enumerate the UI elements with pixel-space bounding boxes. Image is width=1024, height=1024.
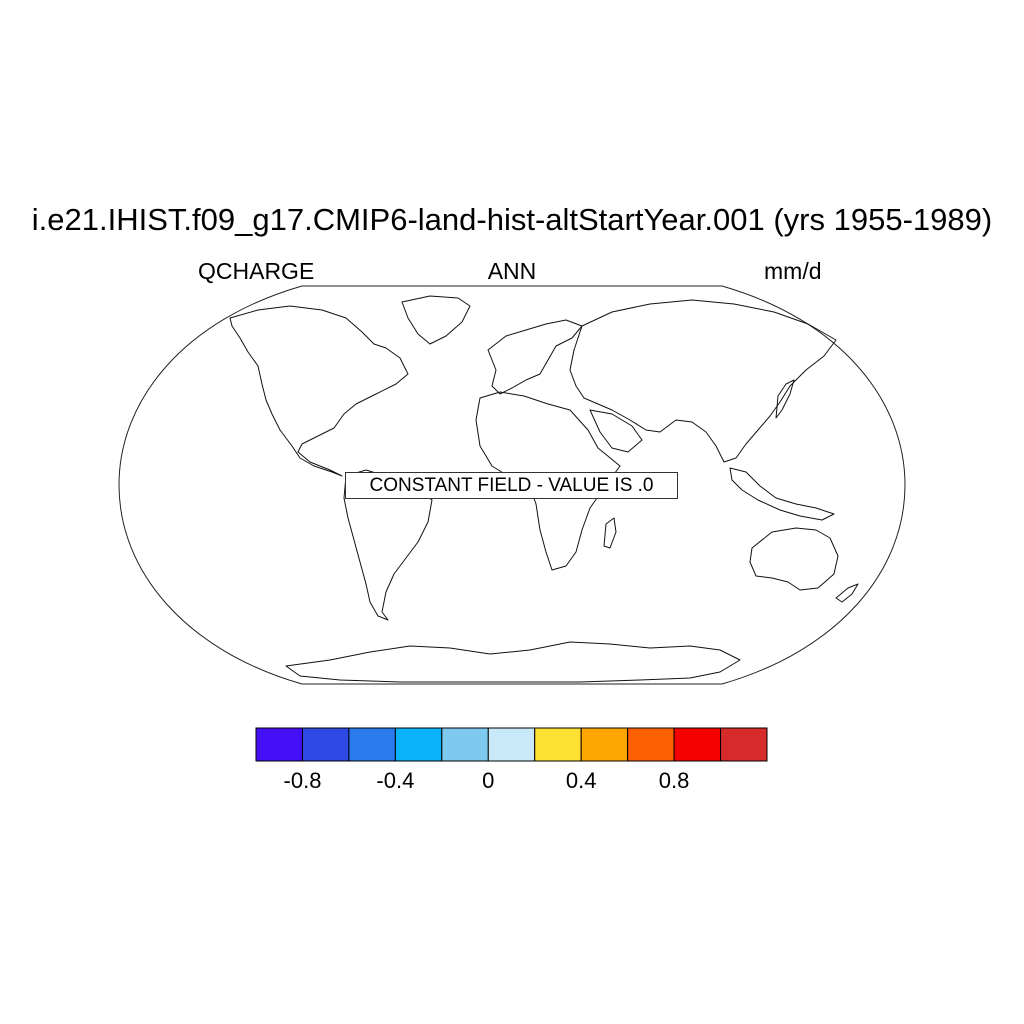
colorbar-tick-label: 0 <box>482 768 495 793</box>
colorbar-tick-label: 0.4 <box>565 768 597 793</box>
colorbar-swatch <box>255 727 303 762</box>
colorbar-swatch <box>394 727 443 762</box>
colorbar-swatch <box>580 727 629 762</box>
colorbar-swatch <box>534 727 582 762</box>
coast-southeast-asia <box>729 467 835 521</box>
variable-label: QCHARGE <box>198 258 315 284</box>
colorbar-swatch <box>441 727 489 762</box>
units-label: mm/d <box>764 258 822 284</box>
colorbar-swatch <box>348 727 396 762</box>
coast-arabia <box>589 409 643 453</box>
coast-north-america <box>229 305 409 477</box>
colorbar-swatch <box>720 727 768 762</box>
coast-asia <box>569 299 837 463</box>
coast-madagascar <box>603 517 617 549</box>
colorbar-tick-label: -0.4 <box>376 768 415 793</box>
colorbar-swatch <box>673 727 722 762</box>
plot-title: i.e21.IHIST.f09_g17.CMIP6-land-hist-altS… <box>31 202 993 237</box>
colorbar-swatch <box>301 727 350 762</box>
constant-field-message: CONSTANT FIELD - VALUE IS .0 <box>345 472 678 499</box>
coast-antarctica <box>285 641 741 683</box>
season-label: ANN <box>487 258 537 284</box>
coast-greenland <box>401 295 471 345</box>
coast-australia <box>749 527 839 591</box>
coast-japan <box>775 379 795 419</box>
colorbar-tick-label: -0.8 <box>283 768 322 793</box>
coast-europe <box>487 319 583 395</box>
colorbar-swatch <box>627 727 675 762</box>
colorbar-swatch <box>487 727 536 762</box>
coast-new-zealand <box>835 583 859 603</box>
colorbar-tick-label: 0.8 <box>658 768 690 793</box>
